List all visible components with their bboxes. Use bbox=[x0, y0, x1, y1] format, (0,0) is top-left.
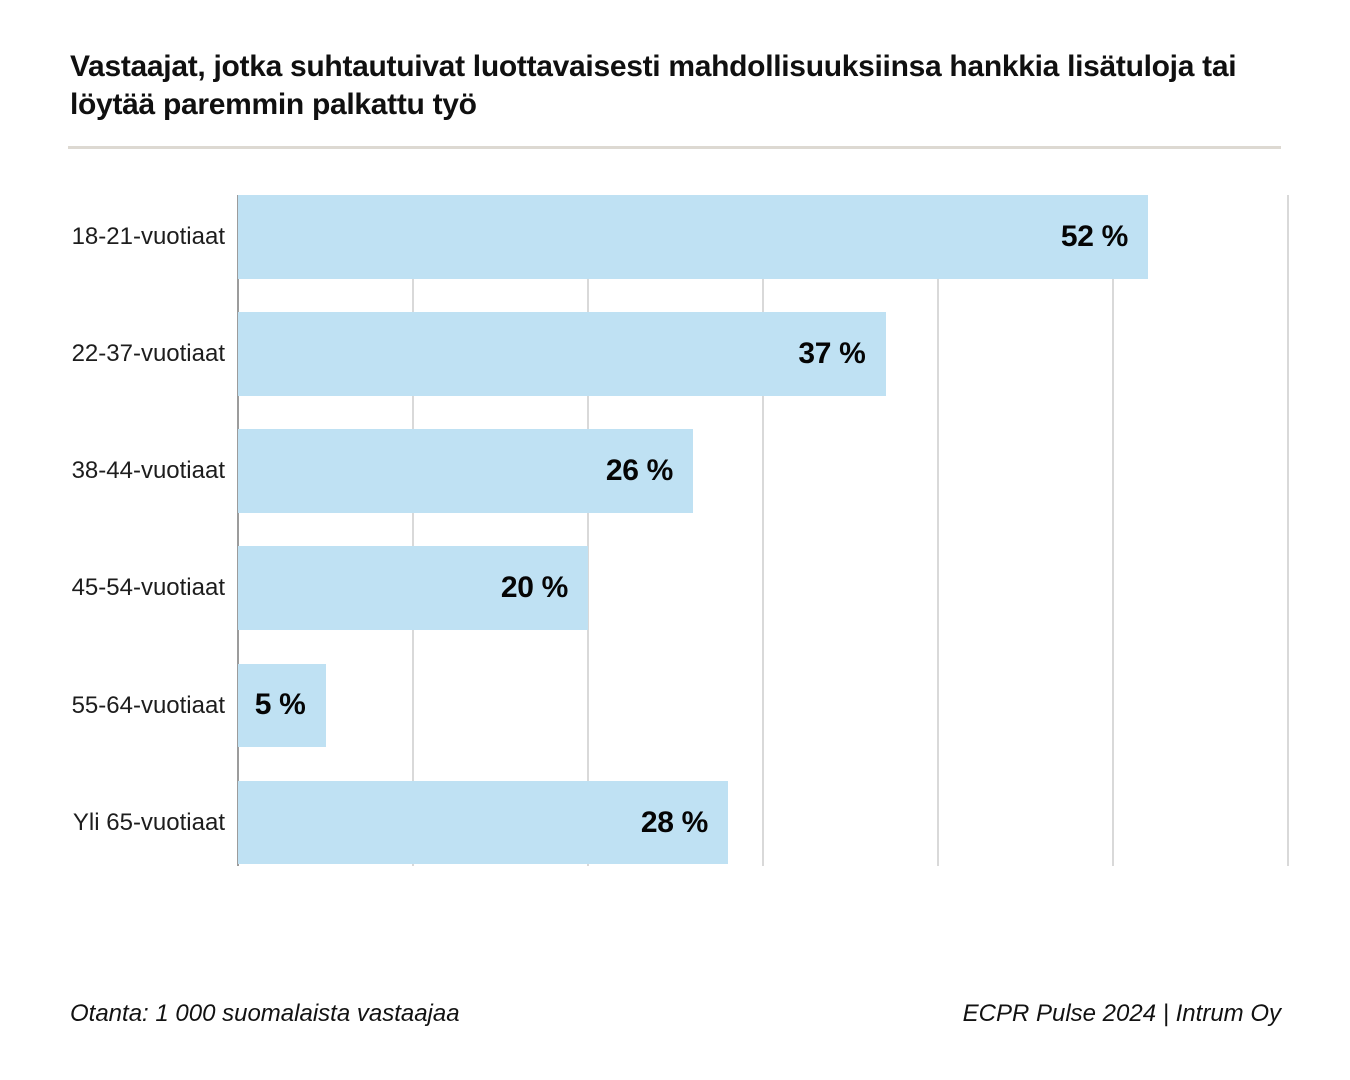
bar-22-37-vuotiaat: 37 % bbox=[238, 312, 886, 396]
bar-55-64-vuotiaat: 5 % bbox=[238, 663, 326, 748]
category-label: 55-64-vuotiaat bbox=[71, 691, 225, 719]
bar-value-label: 26 % bbox=[605, 454, 673, 488]
bar-chart: 18-21-vuotiaat 22-37-vuotiaat 38-44-vuotia… bbox=[70, 195, 1289, 866]
category-labels: 18-21-vuotiaat 22-37-vuotiaat 38-44-vuotia… bbox=[70, 195, 225, 866]
footer: Otanta: 1 000 suomalaista vastaajaa ECPR… bbox=[70, 1000, 1281, 1028]
category-label: 45-54-vuotiaat bbox=[71, 574, 225, 602]
category-label: 18-21-vuotiaat bbox=[71, 223, 225, 250]
category-label: Yli 65-vuotiaat bbox=[72, 808, 225, 836]
bar-45-54-vuotiaat: 20 % bbox=[238, 546, 588, 630]
bar-value-label: 37 % bbox=[798, 336, 866, 370]
gridline-60 bbox=[1287, 195, 1289, 866]
bar-value-label: 28 % bbox=[640, 805, 708, 839]
y-axis-line bbox=[237, 195, 239, 866]
plot-area: 52 % 37 % 26 % 20 % 5 % 28 % bbox=[237, 195, 1289, 866]
chart-title: Vastaajat, jotka suhtautuivat luottavais… bbox=[70, 50, 1237, 122]
bar-value-label: 5 % bbox=[254, 688, 306, 722]
category-label: 38-44-vuotiaat bbox=[71, 457, 225, 485]
gridline-10 bbox=[412, 195, 414, 866]
category-label: 22-37-vuotiaat bbox=[71, 340, 225, 368]
gridline-30 bbox=[762, 195, 764, 866]
bar-Yli 65-vuotiaat: 28 % bbox=[238, 780, 728, 865]
sample-note: Otanta: 1 000 suomalaista vastaajaa bbox=[70, 1000, 460, 1027]
source-note: ECPR Pulse 2024 | Intrum Oy bbox=[962, 1000, 1281, 1027]
gridline-40 bbox=[937, 195, 939, 866]
bar-18-21-vuotiaat: 52 % bbox=[238, 195, 1148, 279]
gridline-50 bbox=[1112, 195, 1114, 866]
bar-value-label: 52 % bbox=[1060, 219, 1128, 253]
gridline-20 bbox=[587, 195, 589, 866]
title-divider bbox=[68, 146, 1281, 149]
bar-value-label: 20 % bbox=[500, 571, 568, 605]
bar-38-44-vuotiaat: 26 % bbox=[238, 429, 693, 513]
